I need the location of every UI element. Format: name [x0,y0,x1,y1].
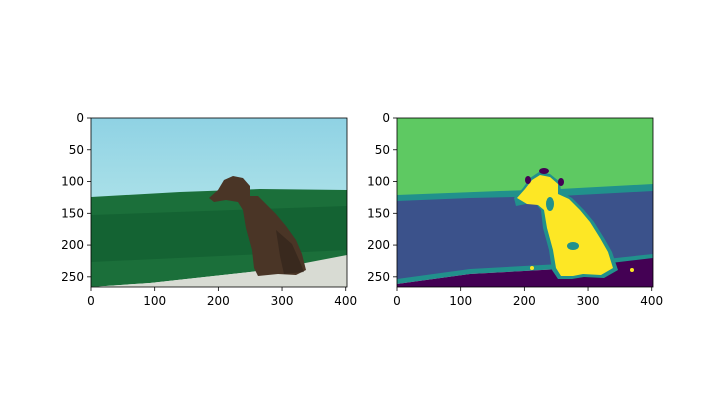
photo-y-axis: 0 50 100 150 200 250 [61,111,91,284]
photo-x-tick-label: 400 [334,294,357,308]
photo-frame [90,117,348,288]
mask-class-4-dog [517,175,613,276]
photo-x-tick-label: 100 [143,294,166,308]
mask-y-axis: 0 50 100 150 200 250 [367,111,397,284]
mask-class-2-dog-spot-2 [546,197,554,211]
photo-y-tick-label: 200 [61,238,84,252]
mask-class-4-paw-2 [630,268,634,272]
mask-class-2-dog-spot-1 [567,242,579,250]
photo-y-tick-label: 150 [61,206,84,220]
mask-class-0-head-speck-2 [525,176,531,184]
mask-y-tick-label: 50 [375,143,390,157]
photo-x-tick-label: 300 [271,294,294,308]
photo-sky [91,118,347,198]
photo-panel: 0 100 200 300 400 0 50 100 150 200 250 [61,111,357,308]
mask-x-tick-label: 400 [640,294,663,308]
mask-y-tick-label: 100 [367,175,390,189]
mask-y-tick-label: 150 [367,206,390,220]
mask-class-3-sky [397,118,653,198]
mask-class-0-head-speck-1 [539,168,549,174]
photo-ground [91,255,347,287]
photo-y-tick-label: 0 [76,111,84,125]
mask-class-4-paw-1 [530,266,534,270]
mask-x-tick-label: 200 [513,294,536,308]
mask-frame [396,117,654,288]
photo-dog-shadow [276,230,304,274]
mask-y-tick-label: 200 [367,238,390,252]
mask-x-tick-label: 100 [449,294,472,308]
mask-image [397,118,653,287]
mask-class-0-ground [397,258,653,287]
photo-x-tick-label: 0 [87,294,95,308]
photo-y-tick-label: 50 [69,143,84,157]
mask-x-axis: 0 100 200 300 400 [393,287,663,308]
photo-x-tick-label: 200 [207,294,230,308]
mask-y-tick-label: 250 [367,270,390,284]
mask-y-tick-label: 0 [382,111,390,125]
photo-y-tick-label: 100 [61,175,84,189]
mask-class-0-head-speck-3 [558,178,564,186]
photo-image [91,118,347,287]
mask-x-tick-label: 300 [577,294,600,308]
mask-panel: 0 100 200 300 400 0 50 100 150 200 250 [367,111,663,308]
mask-x-tick-label: 0 [393,294,401,308]
photo-x-axis: 0 100 200 300 400 [87,287,357,308]
photo-y-tick-label: 250 [61,270,84,284]
